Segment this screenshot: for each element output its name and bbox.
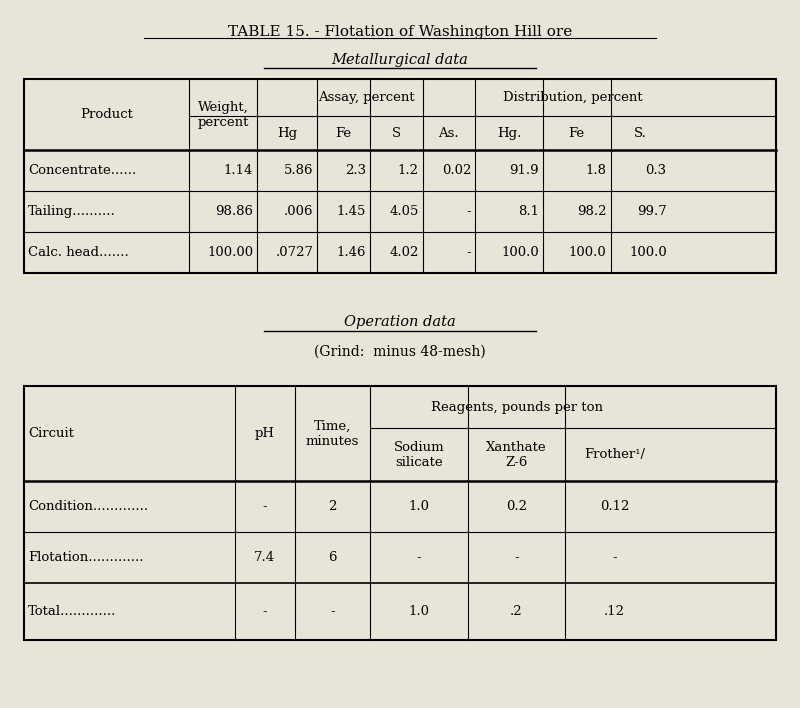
Text: 2: 2 (328, 501, 337, 513)
Text: 1.0: 1.0 (408, 605, 430, 618)
Text: Reagents, pounds per ton: Reagents, pounds per ton (430, 401, 602, 413)
Text: Total.............: Total............. (28, 605, 116, 618)
Text: 98.86: 98.86 (215, 205, 253, 218)
Text: TABLE 15. - Flotation of Washington Hill ore: TABLE 15. - Flotation of Washington Hill… (228, 25, 572, 39)
Text: 0.2: 0.2 (506, 501, 527, 513)
Text: 100.00: 100.00 (207, 246, 253, 259)
Text: Assay, percent: Assay, percent (318, 91, 414, 104)
Text: .0727: .0727 (275, 246, 314, 259)
Text: 99.7: 99.7 (637, 205, 666, 218)
Text: Fe: Fe (569, 127, 585, 139)
Text: Calc. head.......: Calc. head....... (28, 246, 129, 259)
Text: Operation data: Operation data (344, 315, 456, 329)
Text: 1.14: 1.14 (224, 164, 253, 177)
Text: 0.3: 0.3 (646, 164, 666, 177)
Text: 6: 6 (328, 552, 337, 564)
Bar (24, 386, 776, 640)
Text: 4.05: 4.05 (389, 205, 418, 218)
Text: Weight,
percent: Weight, percent (198, 101, 249, 129)
Text: Product: Product (80, 108, 133, 121)
Text: 7.4: 7.4 (254, 552, 275, 564)
Text: S.: S. (634, 127, 647, 139)
Text: (Grind:  minus 48-mesh): (Grind: minus 48-mesh) (314, 345, 486, 359)
Text: -: - (262, 605, 267, 618)
Text: 100.0: 100.0 (629, 246, 666, 259)
Text: 100.0: 100.0 (501, 246, 539, 259)
Text: 1.0: 1.0 (408, 501, 430, 513)
Text: Metallurgical data: Metallurgical data (331, 53, 469, 67)
Text: Time,
minutes: Time, minutes (306, 420, 359, 447)
Text: 0.12: 0.12 (600, 501, 629, 513)
Text: Distribution, percent: Distribution, percent (503, 91, 642, 104)
Text: 4.02: 4.02 (389, 246, 418, 259)
Text: pH: pH (254, 427, 274, 440)
Text: Condition.............: Condition............. (28, 501, 148, 513)
Text: 1.45: 1.45 (337, 205, 366, 218)
Text: -: - (466, 205, 471, 218)
Text: .006: .006 (284, 205, 314, 218)
Text: 98.2: 98.2 (577, 205, 606, 218)
Text: 1.2: 1.2 (398, 164, 418, 177)
Text: Tailing..........: Tailing.......... (28, 205, 116, 218)
Text: Circuit: Circuit (28, 427, 74, 440)
Text: 100.0: 100.0 (569, 246, 606, 259)
Text: Concentrate......: Concentrate...... (28, 164, 136, 177)
Text: .2: .2 (510, 605, 523, 618)
Text: -: - (612, 552, 617, 564)
Text: Flotation.............: Flotation............. (28, 552, 143, 564)
Text: -: - (514, 552, 519, 564)
Text: -: - (417, 552, 421, 564)
Text: Fe: Fe (335, 127, 352, 139)
Text: 1.8: 1.8 (586, 164, 606, 177)
Text: Frother¹/: Frother¹/ (584, 448, 645, 462)
Text: 91.9: 91.9 (510, 164, 539, 177)
Text: 5.86: 5.86 (284, 164, 314, 177)
Text: Hg.: Hg. (497, 127, 522, 139)
Text: As.: As. (438, 127, 459, 139)
Text: S: S (392, 127, 401, 139)
Text: Xanthate
Z-6: Xanthate Z-6 (486, 441, 547, 469)
Text: 8.1: 8.1 (518, 205, 539, 218)
Text: Hg: Hg (277, 127, 298, 139)
Text: 1.46: 1.46 (337, 246, 366, 259)
Bar (24, 79, 776, 273)
Text: 2.3: 2.3 (345, 164, 366, 177)
Text: 0.02: 0.02 (442, 164, 471, 177)
Text: -: - (330, 605, 334, 618)
Text: Sodium
silicate: Sodium silicate (394, 441, 444, 469)
Text: -: - (466, 246, 471, 259)
Text: -: - (262, 501, 267, 513)
Text: .12: .12 (604, 605, 625, 618)
